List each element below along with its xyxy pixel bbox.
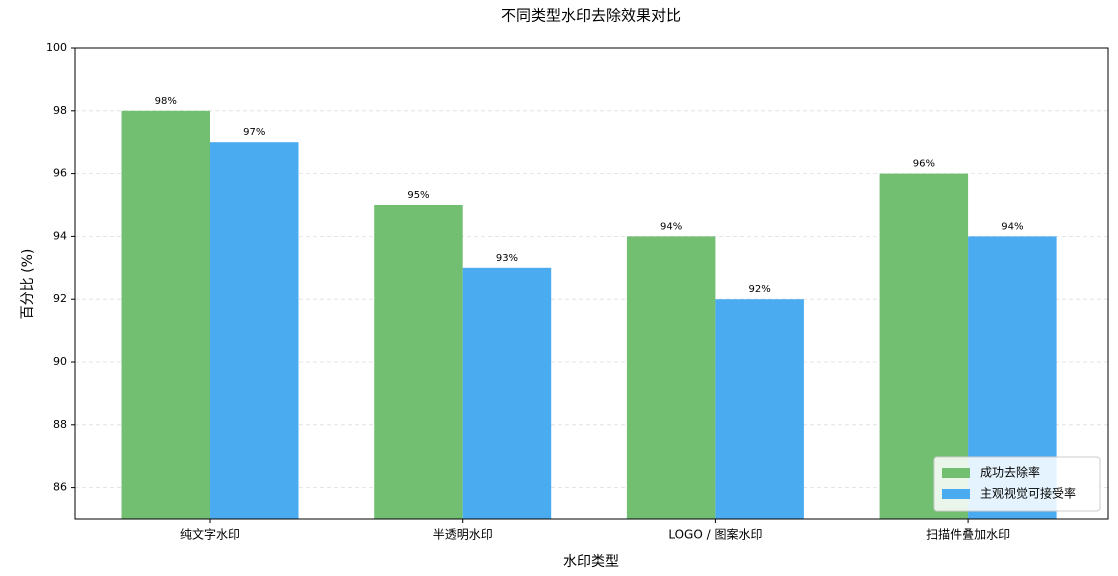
bar [715, 299, 804, 519]
y-axis-label: 百分比 (%) [20, 249, 36, 320]
value-label: 92% [749, 284, 771, 295]
y-tick-label: 94 [53, 229, 67, 242]
x-tick-label: LOGO / 图案水印 [668, 527, 762, 542]
y-tick-label: 88 [53, 418, 67, 431]
legend-box [933, 456, 1101, 512]
y-tick-label: 96 [53, 167, 67, 180]
bar [626, 236, 716, 519]
y-tick-label: 92 [53, 292, 67, 305]
legend-swatch [942, 468, 970, 478]
bar [374, 205, 463, 519]
value-label: 97% [243, 127, 265, 138]
value-label: 96% [913, 159, 935, 170]
value-label: 94% [1001, 221, 1023, 232]
chart-title: 不同类型水印去除效果对比 [501, 7, 681, 25]
bar [462, 267, 552, 519]
value-label: 94% [660, 221, 682, 232]
plot-frame [74, 47, 1109, 520]
y-tick-label: 98 [53, 104, 67, 117]
value-label: 95% [407, 190, 429, 201]
value-label: 98% [155, 96, 177, 107]
legend-label: 主观视觉可接受率 [980, 486, 1076, 501]
x-axis-label: 水印类型 [563, 554, 619, 570]
bar [121, 110, 210, 520]
y-tick-label: 100 [46, 41, 67, 54]
legend-swatch [942, 489, 970, 499]
bar [210, 142, 299, 519]
y-tick-label: 86 [53, 481, 67, 494]
value-label: 93% [496, 253, 518, 264]
legend-label: 成功去除率 [980, 465, 1040, 480]
x-tick-label: 扫描件叠加水印 [926, 528, 1010, 542]
x-tick-label: 半透明水印 [433, 528, 493, 542]
y-tick-label: 90 [53, 355, 67, 368]
x-tick-label: 纯文字水印 [180, 527, 240, 542]
